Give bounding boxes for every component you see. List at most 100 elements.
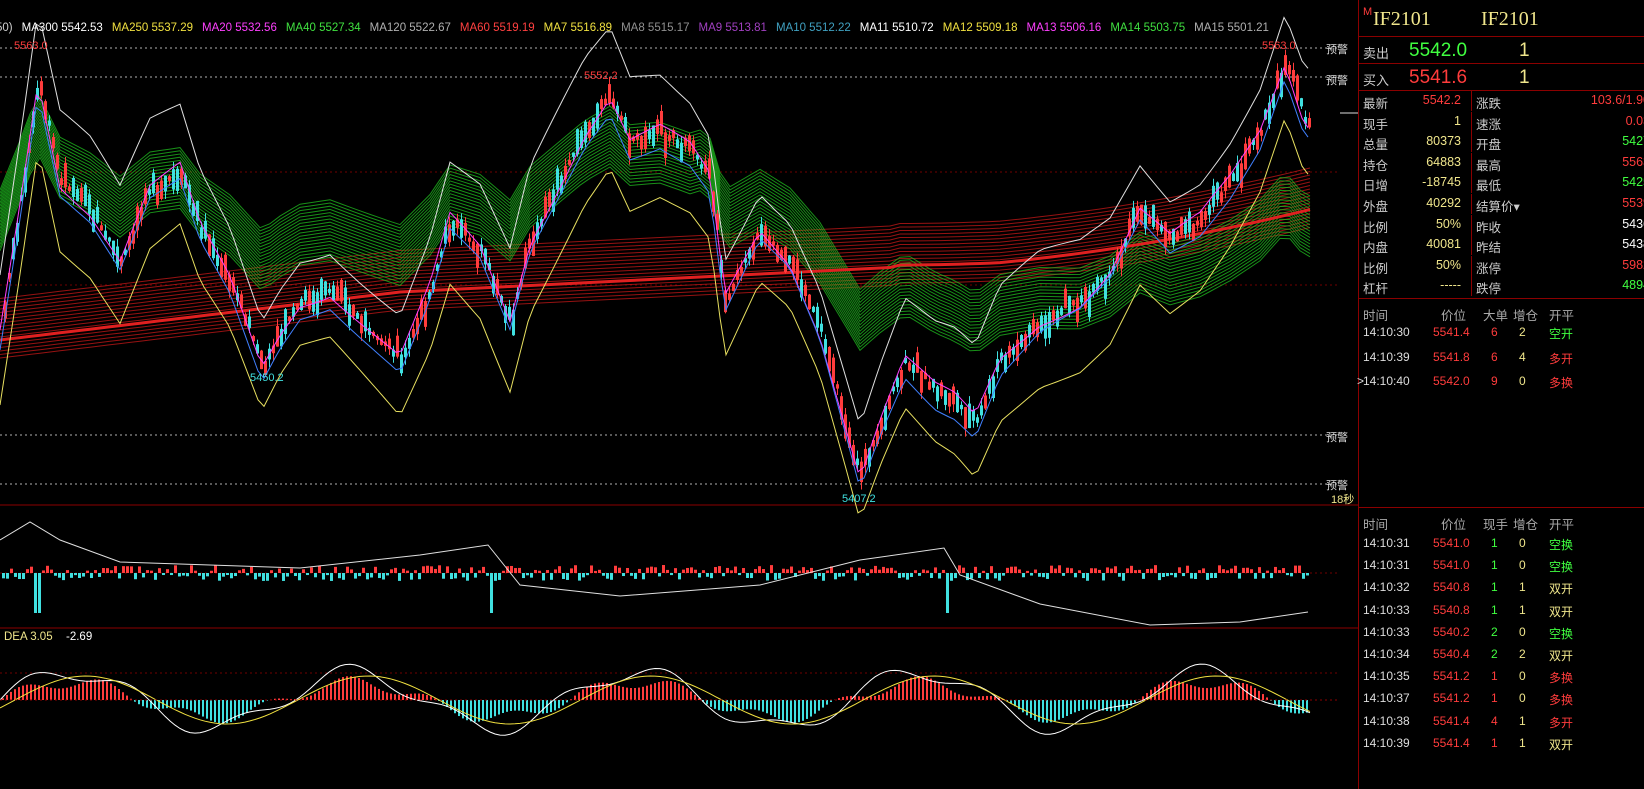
candle-body bbox=[780, 249, 783, 260]
ma-ribbon-green-19 bbox=[0, 156, 1311, 352]
volume-bar bbox=[106, 568, 109, 573]
table-row[interactable]: 14:10:32 5540.8 1 1 双开 bbox=[1359, 577, 1644, 599]
ma-indicator-12[interactable]: MA12 5509.18 bbox=[942, 22, 1018, 34]
candle-body bbox=[1156, 218, 1159, 231]
volume-bar bbox=[790, 566, 793, 573]
candle-body bbox=[352, 304, 355, 317]
volume-bar bbox=[1262, 573, 1265, 579]
volume-bar bbox=[254, 573, 257, 580]
macd-bar bbox=[630, 688, 632, 700]
candle-body bbox=[984, 395, 987, 409]
candle-body bbox=[448, 224, 451, 243]
contract-code-right[interactable]: IF2101 bbox=[1481, 8, 1539, 30]
candle-body bbox=[1000, 352, 1003, 361]
candle-body bbox=[728, 293, 731, 300]
ma-indicator-1[interactable]: MA300 5542.53 bbox=[21, 22, 103, 34]
table-row[interactable]: 14:10:31 5541.0 1 0 空换 bbox=[1359, 555, 1644, 577]
macd-bar bbox=[954, 692, 956, 700]
stat-label: 持仓 bbox=[1363, 158, 1389, 173]
volume-bar bbox=[274, 573, 277, 578]
ma-indicator-10[interactable]: MA10 5512.22 bbox=[775, 22, 851, 34]
table-row[interactable]: 14:10:31 5541.0 1 0 空换 bbox=[1359, 533, 1644, 555]
macd-bar bbox=[894, 686, 896, 700]
ma-indicator-6[interactable]: MA60 5519.19 bbox=[459, 22, 535, 34]
ma-indicator-8[interactable]: MA8 5515.17 bbox=[621, 22, 690, 34]
stat-right-5[interactable]: 结算价▾ 5539 bbox=[1471, 194, 1644, 214]
volume-bar bbox=[662, 565, 665, 573]
table-row[interactable]: >14:10:40 5542.0 9 0 多换 bbox=[1357, 371, 1644, 393]
stat-label: 涨停 bbox=[1476, 261, 1502, 276]
macd-bar bbox=[734, 700, 736, 711]
macd-bar bbox=[882, 693, 884, 700]
candle-body bbox=[1020, 334, 1023, 348]
macd-bar bbox=[1038, 700, 1040, 722]
table-row[interactable]: 14:10:35 5541.2 1 0 多换 bbox=[1359, 666, 1644, 688]
macd-bar bbox=[1010, 700, 1012, 704]
macd-bar bbox=[6, 694, 8, 700]
table-row[interactable]: 14:10:30 5541.4 6 2 空开 bbox=[1359, 322, 1644, 344]
ma-indicator-13[interactable]: MA13 5506.16 bbox=[1026, 22, 1102, 34]
candle-body bbox=[1044, 315, 1047, 339]
macd-bar bbox=[994, 696, 996, 700]
ma-indicator-0[interactable]: 50) bbox=[0, 22, 13, 34]
table-row[interactable]: 14:10:33 5540.2 2 0 空换 bbox=[1359, 622, 1644, 644]
table-row[interactable]: 14:10:34 5540.4 2 2 双开 bbox=[1359, 644, 1644, 666]
volume-bar bbox=[1266, 570, 1269, 573]
alert-label-4[interactable]: 预警 bbox=[1326, 480, 1348, 492]
macd-bar bbox=[790, 700, 792, 723]
column-header: 现手 bbox=[1483, 518, 1509, 532]
ma-indicator-14[interactable]: MA14 5503.75 bbox=[1110, 22, 1186, 34]
alert-label-1[interactable]: 预警 bbox=[1326, 44, 1348, 56]
table-row[interactable]: 14:10:39 5541.4 1 1 双开 bbox=[1359, 733, 1644, 755]
candle-body bbox=[1072, 300, 1075, 306]
contract-code-left[interactable]: IF2101 bbox=[1373, 8, 1431, 30]
stat-left-5: 外盘 40292 bbox=[1359, 194, 1469, 214]
macd-bar bbox=[862, 696, 864, 700]
alert-label-2[interactable]: 预警 bbox=[1326, 75, 1348, 87]
volume-bar bbox=[666, 569, 669, 573]
table-row[interactable]: 14:10:39 5541.8 6 4 多开 bbox=[1359, 347, 1644, 369]
kline-chart-area[interactable]: 50) MA300 5542.53 MA250 5537.29 MA20 5532.5… bbox=[0, 0, 1358, 789]
volume-bar bbox=[838, 573, 841, 577]
kline-chart-canvas[interactable] bbox=[0, 0, 1358, 789]
ma-indicator-4[interactable]: MA40 5527.34 bbox=[285, 22, 361, 34]
macd-bar bbox=[794, 700, 796, 723]
volume-bar bbox=[18, 573, 21, 580]
ma-indicator-15[interactable]: MA15 5501.21 bbox=[1194, 22, 1269, 34]
ma-indicator-3[interactable]: MA20 5532.56 bbox=[202, 22, 277, 34]
volume-bar bbox=[898, 573, 901, 579]
ma-indicator-5[interactable]: MA120 5522.67 bbox=[369, 22, 451, 34]
ma-indicator-11[interactable]: MA11 5510.72 bbox=[859, 22, 934, 34]
stat-left-2: 总量 80373 bbox=[1359, 132, 1469, 152]
candle-body bbox=[632, 136, 635, 142]
volume-bar bbox=[322, 573, 325, 580]
candle-body bbox=[1300, 98, 1303, 107]
candle-body bbox=[572, 152, 575, 157]
candle-body bbox=[452, 221, 455, 236]
volume-bar bbox=[722, 573, 725, 577]
ma-indicator-9[interactable]: MA9 5513.81 bbox=[698, 22, 767, 34]
ma-indicator-2[interactable]: MA250 5537.29 bbox=[111, 22, 194, 34]
stat-label: 结算价▾ bbox=[1476, 200, 1520, 214]
table-row[interactable]: 14:10:38 5541.4 4 1 多开 bbox=[1359, 711, 1644, 733]
sell-row[interactable]: 卖出 5542.0 1 bbox=[1359, 36, 1644, 65]
volume-bar bbox=[1082, 573, 1085, 579]
contract-marker: M bbox=[1363, 6, 1373, 18]
quote-panel: M IF2101 IF2101 卖出 5542.0 1 买入 5541.6 1 … bbox=[1357, 0, 1644, 789]
buy-row[interactable]: 买入 5541.6 1 bbox=[1359, 63, 1644, 92]
candle-body bbox=[1240, 163, 1243, 188]
candle-body bbox=[516, 292, 519, 299]
candle-body bbox=[212, 238, 215, 259]
candle-body bbox=[160, 180, 163, 199]
table-row[interactable]: 14:10:37 5541.2 1 0 多换 bbox=[1359, 688, 1644, 710]
ma-indicator-7[interactable]: MA7 5516.89 bbox=[543, 22, 613, 34]
candle-body bbox=[192, 203, 195, 217]
row-marker: > bbox=[1357, 374, 1365, 388]
alert-label-3[interactable]: 预警 bbox=[1326, 432, 1348, 444]
volume-bar bbox=[698, 573, 701, 578]
volume-bar bbox=[1122, 573, 1125, 581]
table-row[interactable]: 14:10:33 5540.8 1 1 双开 bbox=[1359, 600, 1644, 622]
macd-bar bbox=[738, 700, 740, 711]
volume-bar bbox=[562, 573, 565, 579]
column-header: 时间 bbox=[1363, 309, 1389, 323]
